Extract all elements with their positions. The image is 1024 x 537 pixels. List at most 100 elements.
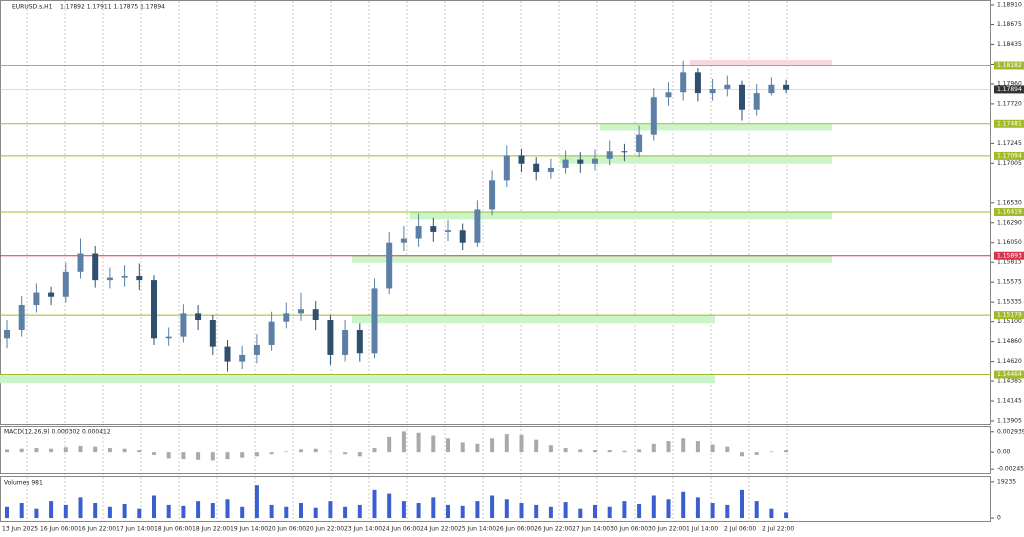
candle-body <box>636 134 643 153</box>
candle-body <box>48 292 55 297</box>
level-tag <box>994 151 1024 160</box>
macd-bar <box>695 441 700 453</box>
candle-body <box>209 320 216 347</box>
x-tick-label: 26 Jun 22:00 <box>534 526 572 533</box>
macd-bar <box>431 435 436 453</box>
y-tick-label: 1.16530 <box>997 199 1022 206</box>
candle-body <box>386 242 393 289</box>
y-tick-label: 1.14145 <box>997 398 1022 405</box>
macd-bar <box>152 452 156 455</box>
volume-bar <box>63 504 68 519</box>
x-tick-label: 24 Jun 06:00 <box>382 526 420 533</box>
last-price-label: 1.17894 <box>997 86 1022 93</box>
volume-bar <box>284 506 289 519</box>
x-tick-label: 16 Jun 06:00 <box>40 526 78 533</box>
volume-bar <box>666 499 671 519</box>
level-label: 1.15179 <box>997 312 1022 319</box>
candle-body <box>415 226 422 239</box>
candle-body <box>92 253 99 281</box>
candle-body <box>724 84 731 89</box>
candle-body <box>606 151 613 159</box>
candle-body <box>709 88 716 94</box>
macd-bar <box>5 449 9 453</box>
volume-bar <box>622 501 627 519</box>
x-tick-label: 27 Jun 14:00 <box>572 526 610 533</box>
level-tag <box>994 311 1024 320</box>
candle-body <box>327 320 334 355</box>
volume-bar <box>343 506 348 519</box>
candle-body <box>62 271 69 297</box>
candle-body <box>694 72 701 94</box>
x-tick-label: 30 Jun 06:00 <box>610 526 648 533</box>
y-tick-label: 1.18435 <box>997 41 1022 48</box>
candle-body <box>753 93 760 110</box>
candle-body <box>312 309 319 321</box>
level-label: 1.17094 <box>997 152 1022 159</box>
y-tick-label: 0 <box>997 515 1001 522</box>
macd-bar <box>725 446 730 453</box>
volume-bar <box>122 503 127 519</box>
macd-bar <box>754 452 759 455</box>
y-tick-label: 1.17960 <box>997 80 1022 87</box>
chart-subtitle: 1.17892 1.17911 1.17875 1.17894 <box>60 4 165 11</box>
x-tick-label: 19 Jun 14:00 <box>230 526 268 533</box>
volume-bar <box>607 506 612 519</box>
candle-body <box>180 313 187 337</box>
candle-body <box>592 158 598 164</box>
x-tick-label: 16 Jun 22:00 <box>78 526 116 533</box>
y-tick-label: 1.18675 <box>997 21 1022 28</box>
y-tick-label: 1.16050 <box>997 239 1022 246</box>
candle-body <box>621 151 628 153</box>
y-tick-label: 1.15335 <box>997 299 1022 306</box>
y-tick-label: 1.14385 <box>997 378 1022 385</box>
candle-body <box>342 329 349 355</box>
volume-bar <box>446 504 450 519</box>
volume-panel-frame <box>0 476 991 522</box>
macd-bar <box>343 452 348 455</box>
candle-body <box>768 84 775 94</box>
candle-body <box>371 288 378 354</box>
y-tick-label: 1.15575 <box>997 279 1022 286</box>
volume-bar <box>548 506 553 519</box>
candle-body <box>33 292 40 306</box>
candle-body <box>400 238 407 243</box>
volume-bar <box>519 503 524 519</box>
candle-body <box>577 159 584 164</box>
candle-body <box>783 84 790 90</box>
x-tick-label: 2 Jul 06:00 <box>724 526 756 533</box>
x-tick-label: 26 Jun 06:00 <box>496 526 534 533</box>
candle-body <box>518 155 525 164</box>
y-tick-label: 1.14860 <box>997 338 1022 345</box>
volume-bar <box>93 503 98 519</box>
macd-bar <box>93 446 98 453</box>
level-label: 1.16419 <box>997 209 1022 216</box>
level-label: 1.14464 <box>997 371 1022 378</box>
zone <box>0 374 715 384</box>
candle-body <box>77 253 84 272</box>
y-tick-label: 1.17245 <box>997 140 1022 147</box>
candle-body <box>445 230 451 232</box>
macd-bar <box>284 451 289 453</box>
x-tick-label: 20 Jun 22:00 <box>306 526 344 533</box>
macd-bar <box>63 447 68 453</box>
y-tick-label: 1.13905 <box>997 418 1022 425</box>
macd-bar <box>122 448 127 453</box>
candle-body <box>165 336 172 339</box>
macd-bar <box>446 438 450 453</box>
volume-bar <box>593 504 597 519</box>
last-price-tag <box>994 85 1024 94</box>
macd-bar <box>34 447 39 453</box>
candle-body <box>121 275 128 278</box>
candle-body <box>459 230 466 243</box>
macd-bar <box>299 449 303 453</box>
volume-bar <box>695 497 700 519</box>
volume-bar <box>725 504 730 519</box>
macd-bar <box>357 452 362 457</box>
level-tag <box>994 370 1024 379</box>
volume-bar <box>210 503 215 519</box>
volume-bar <box>490 495 495 519</box>
volume-bar <box>34 508 39 519</box>
x-tick-label: 13 Jun 2025 <box>2 526 38 533</box>
